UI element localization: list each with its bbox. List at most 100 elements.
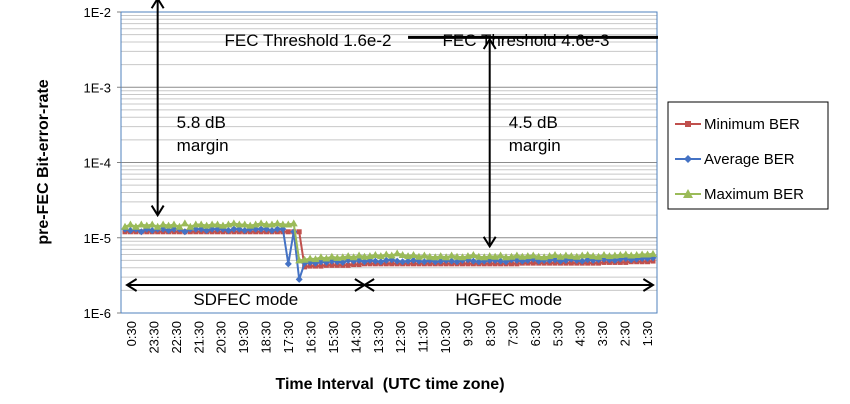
data-point: [345, 262, 351, 268]
data-point: [159, 220, 168, 228]
data-point: [399, 258, 407, 266]
arrow-head: [362, 278, 375, 292]
x-tick-label: 5:30: [550, 321, 565, 346]
data-point: [638, 250, 647, 258]
data-point: [302, 264, 308, 270]
data-point: [262, 220, 271, 228]
data-point: [322, 254, 331, 262]
x-tick-label: 1:30: [640, 321, 655, 346]
data-point: [311, 255, 320, 263]
data-point: [351, 262, 357, 268]
y-axis-ticks: 1E-6 1E-5 1E-4 1E-3 1E-2: [84, 5, 121, 321]
data-point: [578, 251, 587, 259]
annotations: 5.8 dB margin 4.5 dB margin: [150, 0, 561, 249]
data-point: [306, 254, 315, 262]
data-point: [318, 263, 324, 269]
data-point: [191, 220, 200, 228]
data-point: [605, 252, 614, 260]
data-point: [278, 220, 287, 228]
data-point: [447, 251, 456, 259]
data-point: [551, 256, 559, 264]
data-point: [644, 254, 652, 262]
legend: Minimum BER Average BER Maximum BER: [667, 101, 829, 210]
data-point: [453, 252, 462, 260]
data-point: [437, 257, 445, 265]
data-point: [126, 220, 135, 228]
data-point: [627, 251, 636, 259]
data-point: [496, 251, 505, 259]
x-tick-label: 8:30: [483, 321, 498, 346]
arrow-head: [150, 205, 165, 218]
data-point: [518, 252, 527, 260]
margin-label-word: margin: [509, 136, 561, 155]
legend-box: [667, 101, 829, 210]
threshold-label: FEC Threshold 4.6e-3: [443, 31, 610, 50]
data-point: [355, 256, 363, 264]
modes: SDFEC mode HGFEC mode: [125, 278, 655, 309]
data-point: [387, 251, 396, 259]
data-point: [137, 220, 146, 228]
data-point: [273, 219, 282, 227]
legend-label: Minimum BER: [704, 116, 800, 133]
data-point: [137, 228, 145, 236]
data-point: [356, 262, 362, 268]
data-point: [616, 250, 625, 258]
threshold-label: FEC Threshold 1.6e-2: [225, 31, 392, 50]
data-point: [224, 226, 232, 234]
y-axis-title: pre-FEC Bit-error-rate: [35, 79, 52, 244]
x-tick-label: 3:30: [595, 321, 610, 346]
data-point: [561, 251, 570, 259]
data-point: [169, 220, 178, 228]
mode-label: HGFEC mode: [455, 290, 562, 309]
data-point: [638, 254, 646, 262]
x-tick-label: 2:30: [618, 321, 633, 346]
data-point: [600, 250, 609, 258]
data-point: [409, 250, 418, 258]
data-point: [241, 226, 249, 234]
data-point: [268, 226, 276, 234]
data-point: [551, 250, 560, 258]
x-axis-title: Time Interval (UTC time zone): [275, 376, 504, 393]
data-point: [257, 219, 266, 227]
data-point: [377, 258, 385, 266]
data-point: [632, 250, 641, 258]
data-point: [360, 252, 369, 260]
data-point: [197, 220, 206, 228]
x-tick-label: 19:30: [236, 321, 251, 354]
data-point: [203, 226, 211, 234]
mode-label: SDFEC mode: [193, 290, 298, 309]
data-point: [567, 252, 576, 260]
data-point: [240, 220, 249, 228]
thresholds: FEC Threshold 1.6e-2 FEC Threshold 4.6e-3: [225, 31, 658, 50]
data-point: [208, 220, 217, 228]
data-point: [393, 257, 401, 265]
x-tick-label: 16:30: [303, 321, 318, 354]
data-point: [371, 257, 379, 265]
data-point: [649, 254, 657, 262]
y-tick-label: 1E-3: [84, 80, 111, 95]
data-point: [126, 226, 134, 234]
data-point: [621, 250, 630, 258]
x-tick-label: 21:30: [191, 321, 206, 354]
series: [121, 219, 657, 283]
arrow-head: [150, 0, 165, 9]
y-tick-label: 1E-2: [84, 5, 111, 20]
margin-label-value: 4.5 dB: [509, 113, 558, 132]
legend-marker: [683, 189, 693, 198]
data-point: [213, 220, 222, 228]
x-tick-label: 11:30: [416, 321, 431, 353]
grid: [121, 14, 657, 314]
data-point: [485, 252, 494, 260]
x-tick-label: 4:30: [573, 321, 588, 346]
data-point: [334, 262, 340, 268]
data-point: [502, 253, 511, 261]
data-point: [584, 256, 592, 264]
x-tick-label: 12:30: [393, 321, 408, 354]
x-tick-label: 10:30: [438, 321, 453, 354]
data-point: [153, 222, 162, 230]
data-point: [583, 250, 592, 258]
x-tick-label: 18:30: [259, 321, 274, 354]
data-point: [643, 250, 652, 258]
data-point: [382, 250, 391, 258]
